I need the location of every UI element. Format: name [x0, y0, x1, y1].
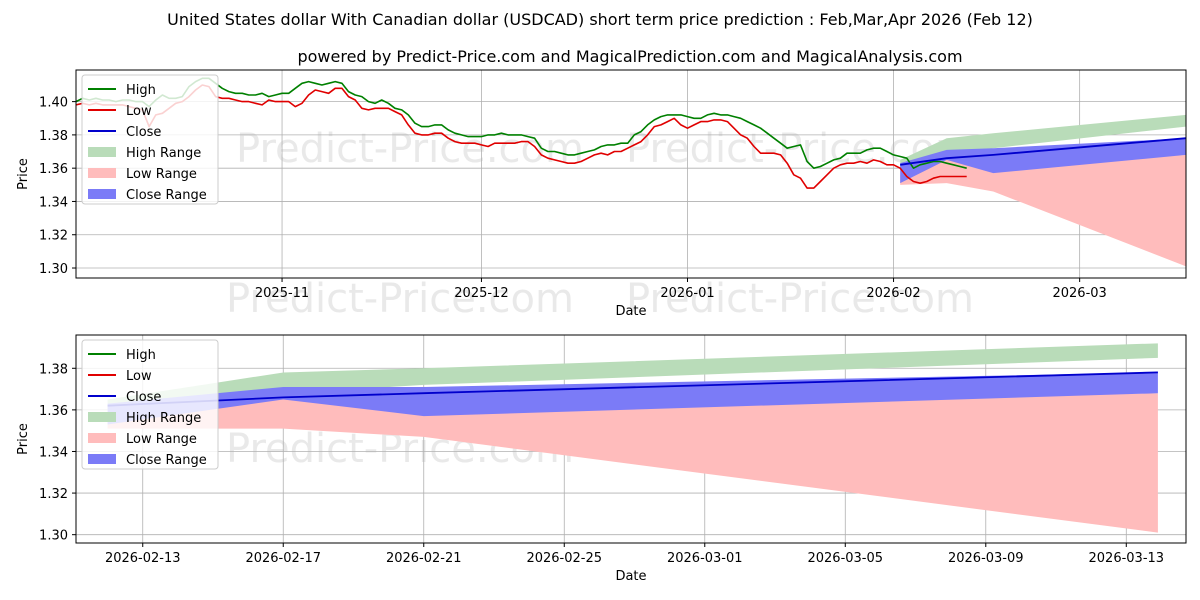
y-tick-label: 1.36	[39, 162, 68, 177]
watermark: Predict-Price.com	[236, 126, 584, 172]
legend-swatch	[88, 454, 116, 464]
x-tick-label: 2025-12	[454, 286, 508, 301]
y-tick-label: 1.32	[39, 487, 68, 502]
legend-label: Low Range	[126, 167, 197, 182]
x-tick-label: 2026-03-09	[948, 551, 1024, 566]
x-tick-label: 2026-03-13	[1089, 551, 1165, 566]
legend-label: High	[126, 83, 156, 98]
y-tick-label: 1.30	[39, 262, 68, 277]
legend-label: Low	[126, 104, 152, 119]
low-series-line	[75, 84, 967, 189]
x-tick-label: 2026-02-17	[245, 551, 321, 566]
x-tick-label: 2026-03-05	[807, 551, 883, 566]
high-range-band	[107, 343, 1158, 410]
x-tick-label: 2026-03-01	[667, 551, 743, 566]
plot-frame	[75, 334, 1187, 544]
y-tick-label: 1.40	[39, 96, 68, 111]
top-chart: 2025-11 2025-12 2026-01 2026-02 2026-03 1.30 1…	[16, 69, 1187, 319]
bottom-chart: 2026-02-13 2026-02-17 2026-02-21 2026-02-25…	[16, 334, 1187, 584]
y-axis-label: Price	[16, 423, 31, 455]
legend-label: Close Range	[126, 453, 207, 468]
watermark: Predict-Price.com	[626, 276, 974, 322]
y-tick-label: 1.30	[39, 529, 68, 544]
high-series-line	[75, 77, 967, 169]
legend-label: Close Range	[126, 188, 207, 203]
x-axis-label: Date	[615, 304, 646, 319]
y-axis-label: Price	[16, 158, 31, 190]
legend-label: Low Range	[126, 432, 197, 447]
legend-label: High	[126, 348, 156, 363]
legend-label: High Range	[126, 146, 201, 161]
legend-swatch	[88, 412, 116, 422]
chart-subtitle: powered by Predict-Price.com and Magical…	[297, 47, 962, 66]
low-range-band	[107, 393, 1158, 533]
chart-title: United States dollar With Canadian dolla…	[167, 10, 1033, 29]
y-tick-label: 1.38	[39, 362, 68, 377]
y-tick-label: 1.32	[39, 229, 68, 244]
y-tick-label: 1.34	[39, 445, 68, 460]
x-tick-label: 2026-02-21	[386, 551, 462, 566]
x-axis-label: Date	[615, 569, 646, 584]
legend-label: High Range	[126, 411, 201, 426]
legend-label: Close	[126, 390, 161, 405]
x-tick-label: 2025-11	[255, 286, 309, 301]
legend-label: Close	[126, 125, 161, 140]
legend-swatch	[88, 147, 116, 157]
legend-label: Low	[126, 369, 152, 384]
y-tick-label: 1.36	[39, 404, 68, 419]
x-tick-label: 2026-02-13	[105, 551, 181, 566]
legend-swatch	[88, 168, 116, 178]
x-tick-label: 2026-01	[660, 286, 714, 301]
y-tick-label: 1.34	[39, 195, 68, 210]
close-range-band	[900, 138, 1186, 184]
close-series-line	[900, 137, 1187, 166]
y-tick-label: 1.38	[39, 129, 68, 144]
x-tick-label: 2026-03	[1052, 286, 1106, 301]
close-range-band	[107, 372, 1158, 425]
x-tick-label: 2026-02	[866, 286, 920, 301]
legend-swatch	[88, 433, 116, 443]
watermark: Predict-Price.com	[226, 276, 574, 322]
plot-frame	[75, 69, 1187, 279]
x-tick-label: 2026-02-25	[526, 551, 602, 566]
legend-swatch	[88, 189, 116, 199]
low-range-band	[900, 154, 1186, 267]
high-range-band	[900, 114, 1186, 169]
